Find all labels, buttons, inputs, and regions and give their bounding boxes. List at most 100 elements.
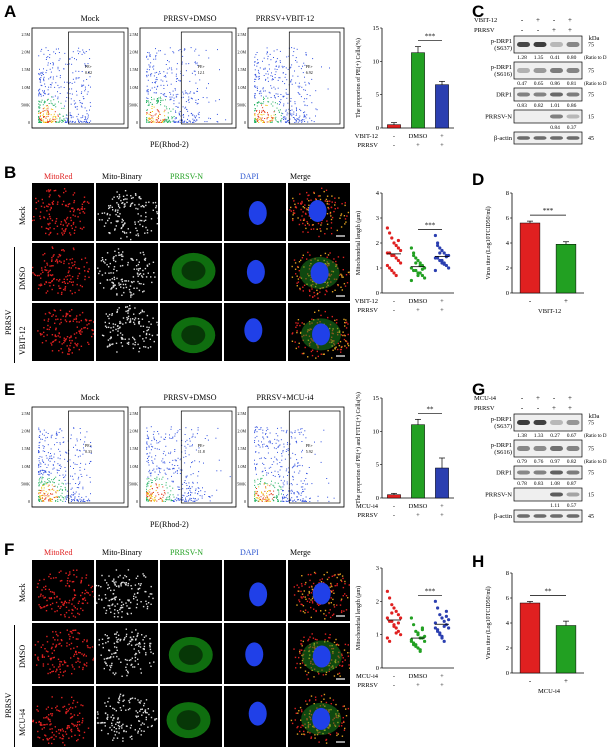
- mito-speck: [132, 636, 135, 638]
- mito-speck: [55, 335, 57, 338]
- facs-event: [276, 49, 278, 51]
- facs-event: [66, 121, 68, 123]
- facs-event: [38, 110, 40, 112]
- mito-speck: [105, 326, 108, 329]
- facs-event: [208, 83, 209, 85]
- facs-event: [255, 119, 257, 120]
- facs-event: [150, 496, 152, 498]
- mito-speck: [103, 225, 106, 227]
- facs-event: [281, 459, 283, 461]
- mito-speck: [112, 286, 114, 288]
- mito-speck: [112, 603, 114, 605]
- mito-speck: [133, 648, 135, 650]
- facs-event: [45, 105, 47, 107]
- mito-speck: [130, 292, 132, 294]
- mito-speck: [136, 259, 138, 261]
- mito-speck: [308, 224, 310, 226]
- mito-speck: [310, 263, 312, 265]
- mito-speck: [108, 272, 110, 274]
- facs-event: [270, 75, 272, 77]
- facs-event: [45, 497, 47, 499]
- facs-event: [167, 112, 169, 114]
- facs-event: [71, 93, 73, 95]
- facs-event: [263, 96, 264, 98]
- facs-event: [289, 443, 291, 445]
- facs-event: [191, 429, 193, 431]
- facs-event: [288, 108, 290, 110]
- mito-speck: [126, 310, 129, 312]
- wb-row-kda: 45: [588, 136, 594, 142]
- facs-event: [41, 459, 43, 461]
- wb-row-name: p-DRP1: [491, 38, 512, 45]
- facs-event: [256, 110, 257, 112]
- mito-speck: [295, 273, 297, 275]
- mito-speck: [343, 318, 345, 321]
- facs-event: [283, 480, 285, 482]
- facs-event: [171, 480, 173, 482]
- mito-speck: [66, 216, 69, 219]
- mito-speck: [141, 275, 143, 277]
- mito-speck: [309, 643, 311, 646]
- facs-event: [265, 458, 267, 459]
- facs-event: [188, 487, 190, 489]
- facs-event: [277, 446, 279, 448]
- mito-speck: [52, 265, 54, 267]
- micrograph-cell: [32, 303, 94, 361]
- facs-event: [282, 96, 284, 98]
- mito-speck: [336, 584, 338, 587]
- mito-speck: [69, 234, 72, 236]
- facs-event: [40, 77, 42, 79]
- mito-speck: [310, 199, 312, 201]
- facs-event: [296, 118, 298, 120]
- facs-event: [294, 454, 296, 456]
- mito-speck: [344, 345, 346, 347]
- mito-speck: [40, 205, 43, 208]
- mito-speck: [317, 318, 319, 321]
- facs-event: [287, 102, 289, 104]
- facs-event: [155, 119, 157, 121]
- mito-speck: [66, 336, 69, 338]
- mito-speck: [103, 607, 105, 609]
- facs-event: [266, 483, 268, 485]
- facs-event: [43, 483, 44, 485]
- facs-event: [79, 482, 81, 484]
- facs-event: [215, 100, 217, 102]
- facs-event: [273, 86, 275, 88]
- mito-speck: [132, 259, 134, 261]
- mito-speck: [108, 657, 111, 659]
- facs-event: [160, 101, 161, 103]
- facs-event: [174, 465, 176, 466]
- facs-ytick: 0: [136, 120, 138, 125]
- mito-speck: [73, 596, 76, 599]
- facs-event: [271, 121, 273, 123]
- facs-event: [271, 117, 273, 118]
- facs-event: [55, 48, 57, 50]
- facs-event: [80, 462, 82, 464]
- facs-event: [42, 114, 44, 116]
- mito-speck: [346, 282, 349, 284]
- facs-event: [41, 488, 43, 490]
- mito-speck: [37, 658, 39, 660]
- facs-event: [261, 471, 263, 473]
- mito-speck: [54, 322, 56, 324]
- facs-event: [262, 88, 264, 90]
- facs-event: [285, 451, 287, 452]
- facs-event: [39, 499, 41, 501]
- facs-event: [57, 115, 59, 117]
- mito-speck: [106, 252, 109, 254]
- mito-speck: [135, 596, 137, 598]
- mito-speck: [82, 655, 85, 657]
- mito-speck: [138, 197, 140, 199]
- facs-event: [39, 451, 40, 453]
- facs-event: [173, 52, 175, 54]
- facs-event: [55, 116, 56, 118]
- facs-event: [90, 446, 91, 447]
- mito-speck: [116, 270, 118, 272]
- facs-event: [274, 438, 276, 440]
- facs-event: [198, 117, 200, 119]
- facs-event: [147, 500, 149, 502]
- facs-event: [297, 499, 299, 501]
- mito-speck: [59, 260, 61, 262]
- mito-speck: [82, 666, 84, 669]
- mito-speck: [76, 653, 78, 655]
